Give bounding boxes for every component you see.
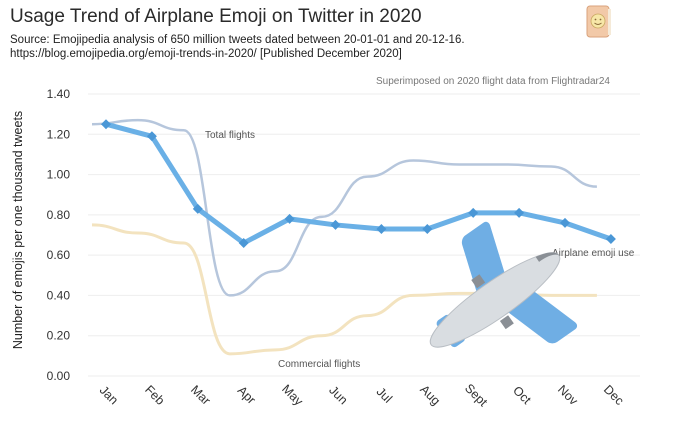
emoji-data-point xyxy=(422,223,433,234)
y-tick-label: 0.20 xyxy=(47,329,71,343)
emoji-data-point xyxy=(468,207,479,218)
emoji-data-point xyxy=(514,207,525,218)
emoji-data-point xyxy=(376,223,387,234)
emoji-data-point xyxy=(605,234,616,245)
y-axis-ticks: 0.00 0.20 0.40 0.60 0.80 1.00 1.20 1.40 xyxy=(47,87,71,383)
y-tick-label: 0.00 xyxy=(47,369,71,383)
x-tick-label: Mar xyxy=(188,383,213,408)
emojipedia-book-icon xyxy=(586,5,611,38)
y-tick-label: 0.60 xyxy=(47,248,71,262)
label-airplane-emoji-use: Airplane emoji use xyxy=(552,248,635,259)
series-airplane-emoji xyxy=(101,119,616,249)
airplane-emoji-icon xyxy=(429,221,578,348)
y-tick-label: 0.40 xyxy=(47,288,71,302)
emoji-data-point xyxy=(330,219,341,230)
emoji-data-point xyxy=(560,217,570,228)
emoji-data-point xyxy=(238,238,249,249)
x-tick-label: Nov xyxy=(555,382,581,408)
emoji-data-point xyxy=(192,203,203,214)
chart-source: Source: Emojipedia analysis of 650 milli… xyxy=(10,33,465,61)
x-tick-label: Dec xyxy=(601,382,627,408)
x-tick-label: May xyxy=(279,382,306,409)
x-tick-label: Oct xyxy=(510,383,534,407)
y-tick-label: 1.40 xyxy=(47,87,71,101)
x-tick-label: Jan xyxy=(97,383,121,407)
y-axis-label: Number of emojis per one thousand tweets xyxy=(11,111,25,349)
series-total-flights xyxy=(91,118,597,297)
x-tick-label: Jun xyxy=(326,383,350,407)
label-total-flights: Total flights xyxy=(205,130,255,141)
emoji-data-point xyxy=(284,213,295,224)
total-flights-line xyxy=(91,118,597,297)
label-commercial-flights: Commercial flights xyxy=(278,359,360,370)
y-tick-label: 1.00 xyxy=(47,168,71,182)
x-axis-ticks: Jan Feb Mar Apr May Jun Jul Aug Sept Oct Nov Dec xyxy=(97,381,627,409)
source-line-2: https://blog.emojipedia.org/emoji-trends… xyxy=(10,48,402,60)
emoji-data-point xyxy=(146,131,157,142)
y-tick-label: 0.80 xyxy=(47,208,71,222)
x-tick-label: Aug xyxy=(417,382,443,408)
y-tick-label: 1.20 xyxy=(47,127,71,141)
chart-note: Superimposed on 2020 flight data from Fl… xyxy=(376,76,610,87)
source-line-1: Source: Emojipedia analysis of 650 milli… xyxy=(10,34,465,46)
chart-title: Usage Trend of Airplane Emoji on Twitter… xyxy=(10,6,422,27)
x-tick-label: Feb xyxy=(142,383,167,408)
x-tick-label: Jul xyxy=(374,385,395,406)
airplane-emoji-line xyxy=(103,121,614,246)
x-tick-label: Sept xyxy=(462,381,490,409)
x-tick-label: Apr xyxy=(235,383,259,407)
emoji-data-point xyxy=(101,119,111,130)
